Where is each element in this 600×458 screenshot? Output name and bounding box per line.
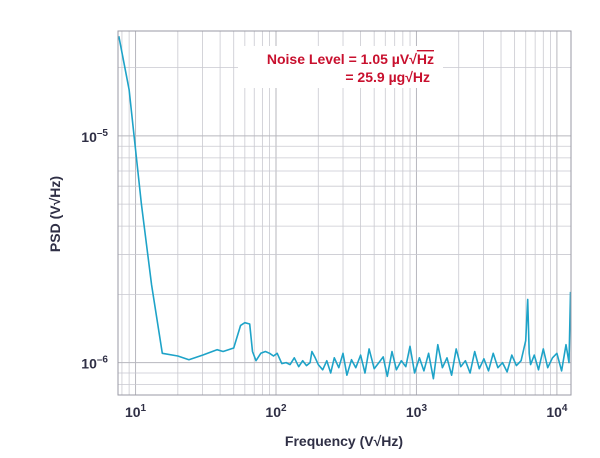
x-tick-label: 104	[546, 403, 568, 420]
noise-level-value-g: = 25.9 µg	[345, 69, 405, 85]
noise-level-line-1: Noise Level = 1.05 µV√Hz	[267, 51, 434, 67]
noise-level-value-v: Noise Level = 1.05 µV	[267, 51, 410, 67]
grid	[118, 31, 571, 395]
series-line-psd	[118, 36, 572, 380]
sqrt-symbol-1: √	[409, 51, 417, 67]
noise-level-line-2: = 25.9 µg√Hz	[345, 69, 430, 85]
y-tick-label: 10–6	[81, 355, 108, 372]
y-tick-label: 10–5	[81, 128, 108, 145]
plot-frame	[117, 30, 572, 396]
x-tick-label: 102	[265, 403, 287, 420]
y-axis-label: PSD (V√Hz)	[47, 176, 63, 252]
y-tick-labels: 10–6 10–5	[81, 128, 108, 372]
noise-level-annotation: Noise Level = 1.05 µV√Hz = 25.9 µg√Hz	[238, 46, 443, 88]
unit-hz-2: Hz	[413, 69, 430, 85]
x-tick-label: 101	[125, 403, 147, 420]
x-tick-label: 103	[406, 403, 428, 420]
x-axis-label: Frequency (V√Hz)	[285, 433, 403, 449]
series-layer	[118, 36, 572, 380]
x-tick-labels: 101 102 103 104	[125, 403, 568, 420]
sqrt-symbol-2: √	[405, 69, 413, 85]
unit-hz-1: Hz	[417, 51, 434, 67]
